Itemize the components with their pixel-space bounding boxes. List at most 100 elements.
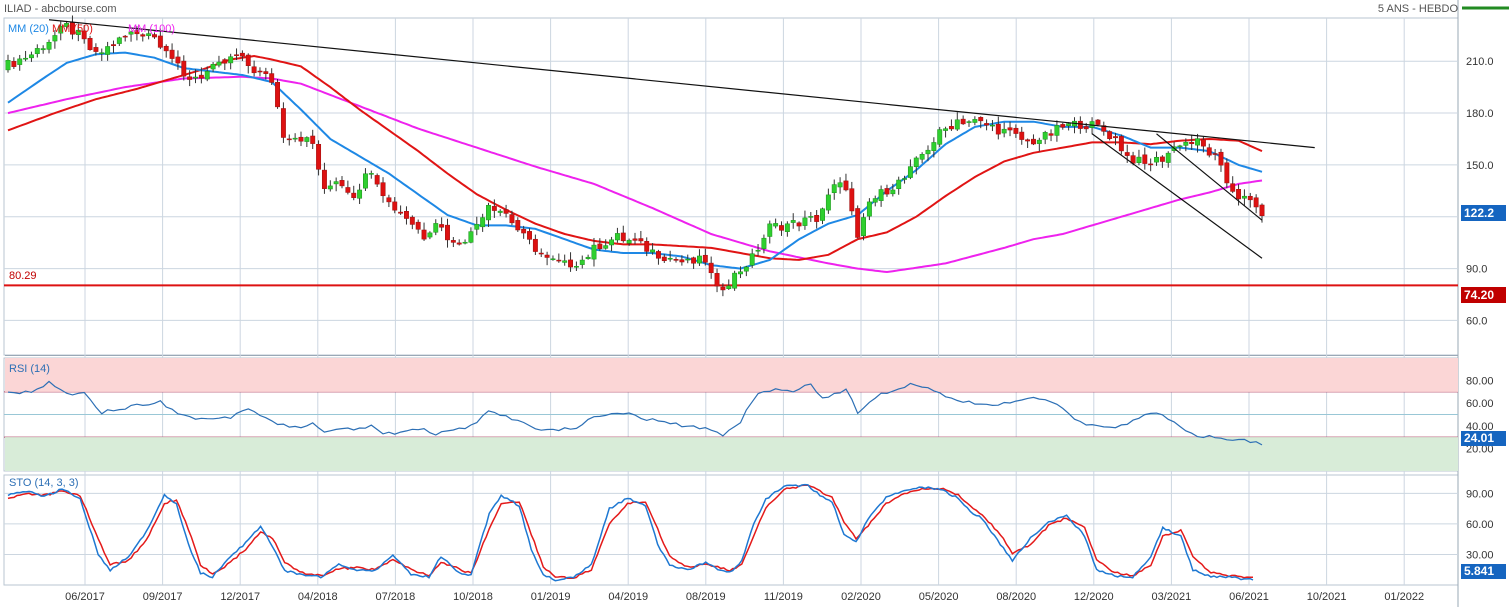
candle[interactable] — [773, 218, 779, 229]
candle[interactable] — [1113, 132, 1118, 146]
candle[interactable] — [216, 55, 222, 68]
candle[interactable] — [474, 216, 480, 236]
candles[interactable] — [5, 15, 1265, 297]
trendline-1[interactable] — [48, 19, 1315, 149]
candle[interactable] — [415, 219, 421, 234]
candle[interactable] — [198, 67, 204, 84]
candle[interactable] — [1048, 129, 1054, 142]
candle[interactable] — [1066, 122, 1072, 131]
candle[interactable] — [1230, 176, 1236, 194]
candle[interactable] — [831, 179, 837, 200]
candle[interactable] — [697, 249, 702, 266]
candle[interactable] — [790, 213, 796, 229]
candle[interactable] — [989, 120, 995, 132]
candle[interactable] — [884, 184, 890, 197]
candle[interactable] — [749, 248, 755, 268]
candle[interactable] — [1154, 151, 1159, 166]
candle[interactable] — [1031, 134, 1036, 146]
candle[interactable] — [1247, 192, 1253, 208]
candle[interactable] — [257, 67, 263, 77]
candle[interactable] — [538, 248, 544, 258]
candle[interactable] — [87, 35, 93, 51]
candle[interactable] — [878, 185, 884, 207]
candle[interactable] — [157, 28, 163, 50]
candle[interactable] — [46, 39, 52, 54]
candle[interactable] — [632, 232, 638, 245]
candle[interactable] — [1142, 147, 1148, 170]
candle[interactable] — [808, 211, 814, 222]
candle[interactable] — [931, 137, 937, 158]
candle[interactable] — [181, 55, 187, 81]
candle[interactable] — [650, 243, 656, 255]
candle[interactable] — [204, 66, 210, 82]
candle[interactable] — [591, 237, 597, 267]
candle[interactable] — [638, 230, 644, 244]
candle[interactable] — [480, 213, 486, 232]
candle[interactable] — [620, 225, 626, 243]
candle[interactable] — [655, 249, 661, 265]
candle[interactable] — [532, 234, 538, 255]
candle[interactable] — [685, 254, 691, 264]
candle[interactable] — [849, 181, 855, 216]
candle[interactable] — [943, 126, 949, 138]
candle[interactable] — [462, 239, 468, 245]
candle[interactable] — [913, 156, 919, 175]
candle[interactable] — [978, 116, 984, 129]
candle[interactable] — [784, 221, 790, 237]
candle[interactable] — [316, 140, 322, 176]
candle[interactable] — [345, 180, 351, 195]
candle[interactable] — [1107, 130, 1113, 141]
candle[interactable] — [872, 195, 878, 207]
candle[interactable] — [1042, 130, 1048, 145]
candle[interactable] — [1118, 134, 1124, 155]
candle[interactable] — [362, 168, 368, 192]
candle[interactable] — [755, 244, 761, 256]
candle[interactable] — [392, 197, 398, 214]
candle[interactable] — [486, 202, 491, 227]
candle[interactable] — [398, 205, 404, 215]
candle[interactable] — [626, 238, 632, 246]
candle[interactable] — [720, 283, 726, 297]
candle[interactable] — [907, 159, 913, 180]
candle[interactable] — [673, 257, 679, 263]
candle[interactable] — [386, 194, 392, 208]
candle[interactable] — [321, 162, 327, 194]
candle[interactable] — [439, 217, 445, 232]
candle[interactable] — [825, 188, 831, 214]
candle[interactable] — [122, 34, 128, 42]
candle[interactable] — [503, 204, 509, 218]
candle[interactable] — [339, 176, 345, 189]
candle[interactable] — [1019, 126, 1025, 145]
candle[interactable] — [767, 220, 773, 244]
rsi-line[interactable] — [7, 380, 1263, 446]
candle[interactable] — [896, 176, 902, 195]
candle[interactable] — [573, 261, 579, 271]
candle[interactable] — [509, 210, 515, 226]
candle[interactable] — [937, 126, 943, 148]
candle[interactable] — [304, 136, 310, 147]
candle[interactable] — [64, 20, 70, 30]
candle[interactable] — [34, 44, 40, 58]
candle[interactable] — [521, 225, 527, 239]
candle[interactable] — [1095, 119, 1101, 127]
candle[interactable] — [708, 256, 714, 279]
candle[interactable] — [925, 145, 931, 162]
candle[interactable] — [1159, 155, 1165, 168]
candle[interactable] — [140, 33, 146, 42]
candle[interactable] — [421, 222, 427, 241]
candle[interactable] — [1060, 122, 1066, 130]
candle[interactable] — [111, 40, 116, 53]
candle[interactable] — [556, 253, 562, 263]
candle[interactable] — [714, 268, 720, 293]
candle[interactable] — [960, 115, 966, 125]
candle[interactable] — [456, 239, 462, 246]
candle[interactable] — [468, 227, 474, 244]
candle[interactable] — [984, 119, 990, 131]
candle[interactable] — [292, 133, 298, 143]
candle[interactable] — [1001, 122, 1007, 138]
candle[interactable] — [1101, 121, 1107, 136]
candle[interactable] — [263, 67, 269, 80]
candle[interactable] — [1200, 136, 1206, 153]
candle[interactable] — [222, 58, 228, 70]
candle[interactable] — [644, 237, 650, 257]
